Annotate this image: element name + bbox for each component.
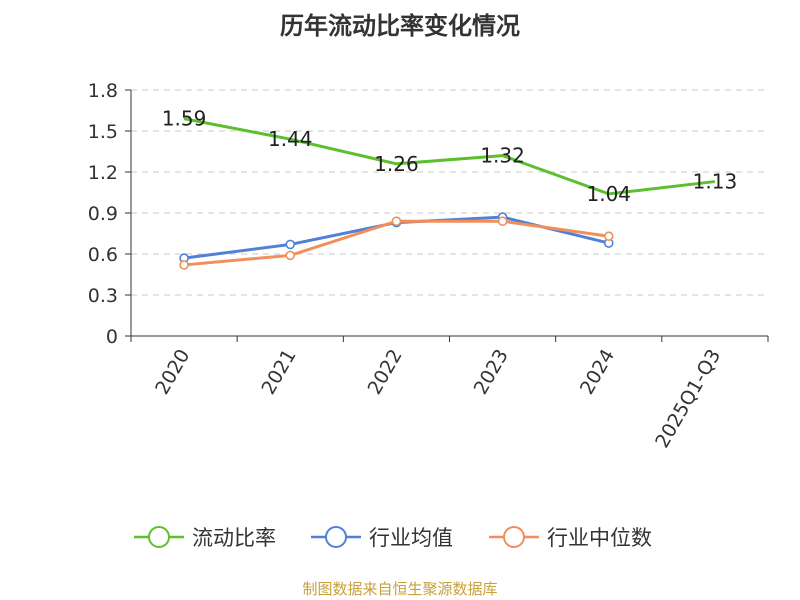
x-tick-label: 2020 [151, 346, 194, 399]
x-tick-label: 2023 [470, 346, 513, 399]
legend-label: 行业均值 [369, 526, 453, 550]
y-tick-label: 0.3 [88, 285, 118, 307]
y-tick-label: 1.8 [88, 80, 118, 102]
y-tick-label: 0 [106, 326, 118, 348]
series-point [497, 216, 508, 226]
y-tick-label: 0.6 [88, 244, 118, 266]
legend-label: 行业中位数 [547, 526, 652, 550]
x-tick-label: 2021 [257, 346, 300, 399]
series-line [183, 219, 609, 267]
source-note: 制图数据来自恒生聚源数据库 [302, 580, 498, 598]
legend-marker [503, 526, 525, 548]
x-tick-label: 2024 [576, 346, 619, 399]
series-point [285, 250, 296, 261]
x-tick-label: 2022 [364, 346, 407, 399]
series-point [179, 260, 189, 270]
series-line [183, 117, 716, 196]
x-tick-label: 2025Q1-Q3 [651, 346, 725, 452]
data-label: 1.59 [162, 107, 207, 131]
series-point [285, 239, 296, 250]
data-label: 1.13 [693, 170, 738, 194]
series-point [603, 231, 614, 242]
series-point [391, 216, 402, 226]
data-label: 1.04 [586, 182, 631, 206]
legend-marker [148, 526, 170, 548]
data-label: 1.44 [268, 127, 313, 151]
legend-marker [325, 526, 347, 548]
data-label: 1.32 [480, 144, 525, 168]
y-tick-label: 0.9 [88, 203, 118, 225]
chart-title: 历年流动比率变化情况 [280, 12, 520, 40]
legend-label: 流动比率 [192, 526, 276, 550]
data-label: 1.26 [374, 152, 419, 176]
y-tick-label: 1.5 [88, 121, 118, 143]
y-tick-label: 1.2 [88, 162, 118, 184]
